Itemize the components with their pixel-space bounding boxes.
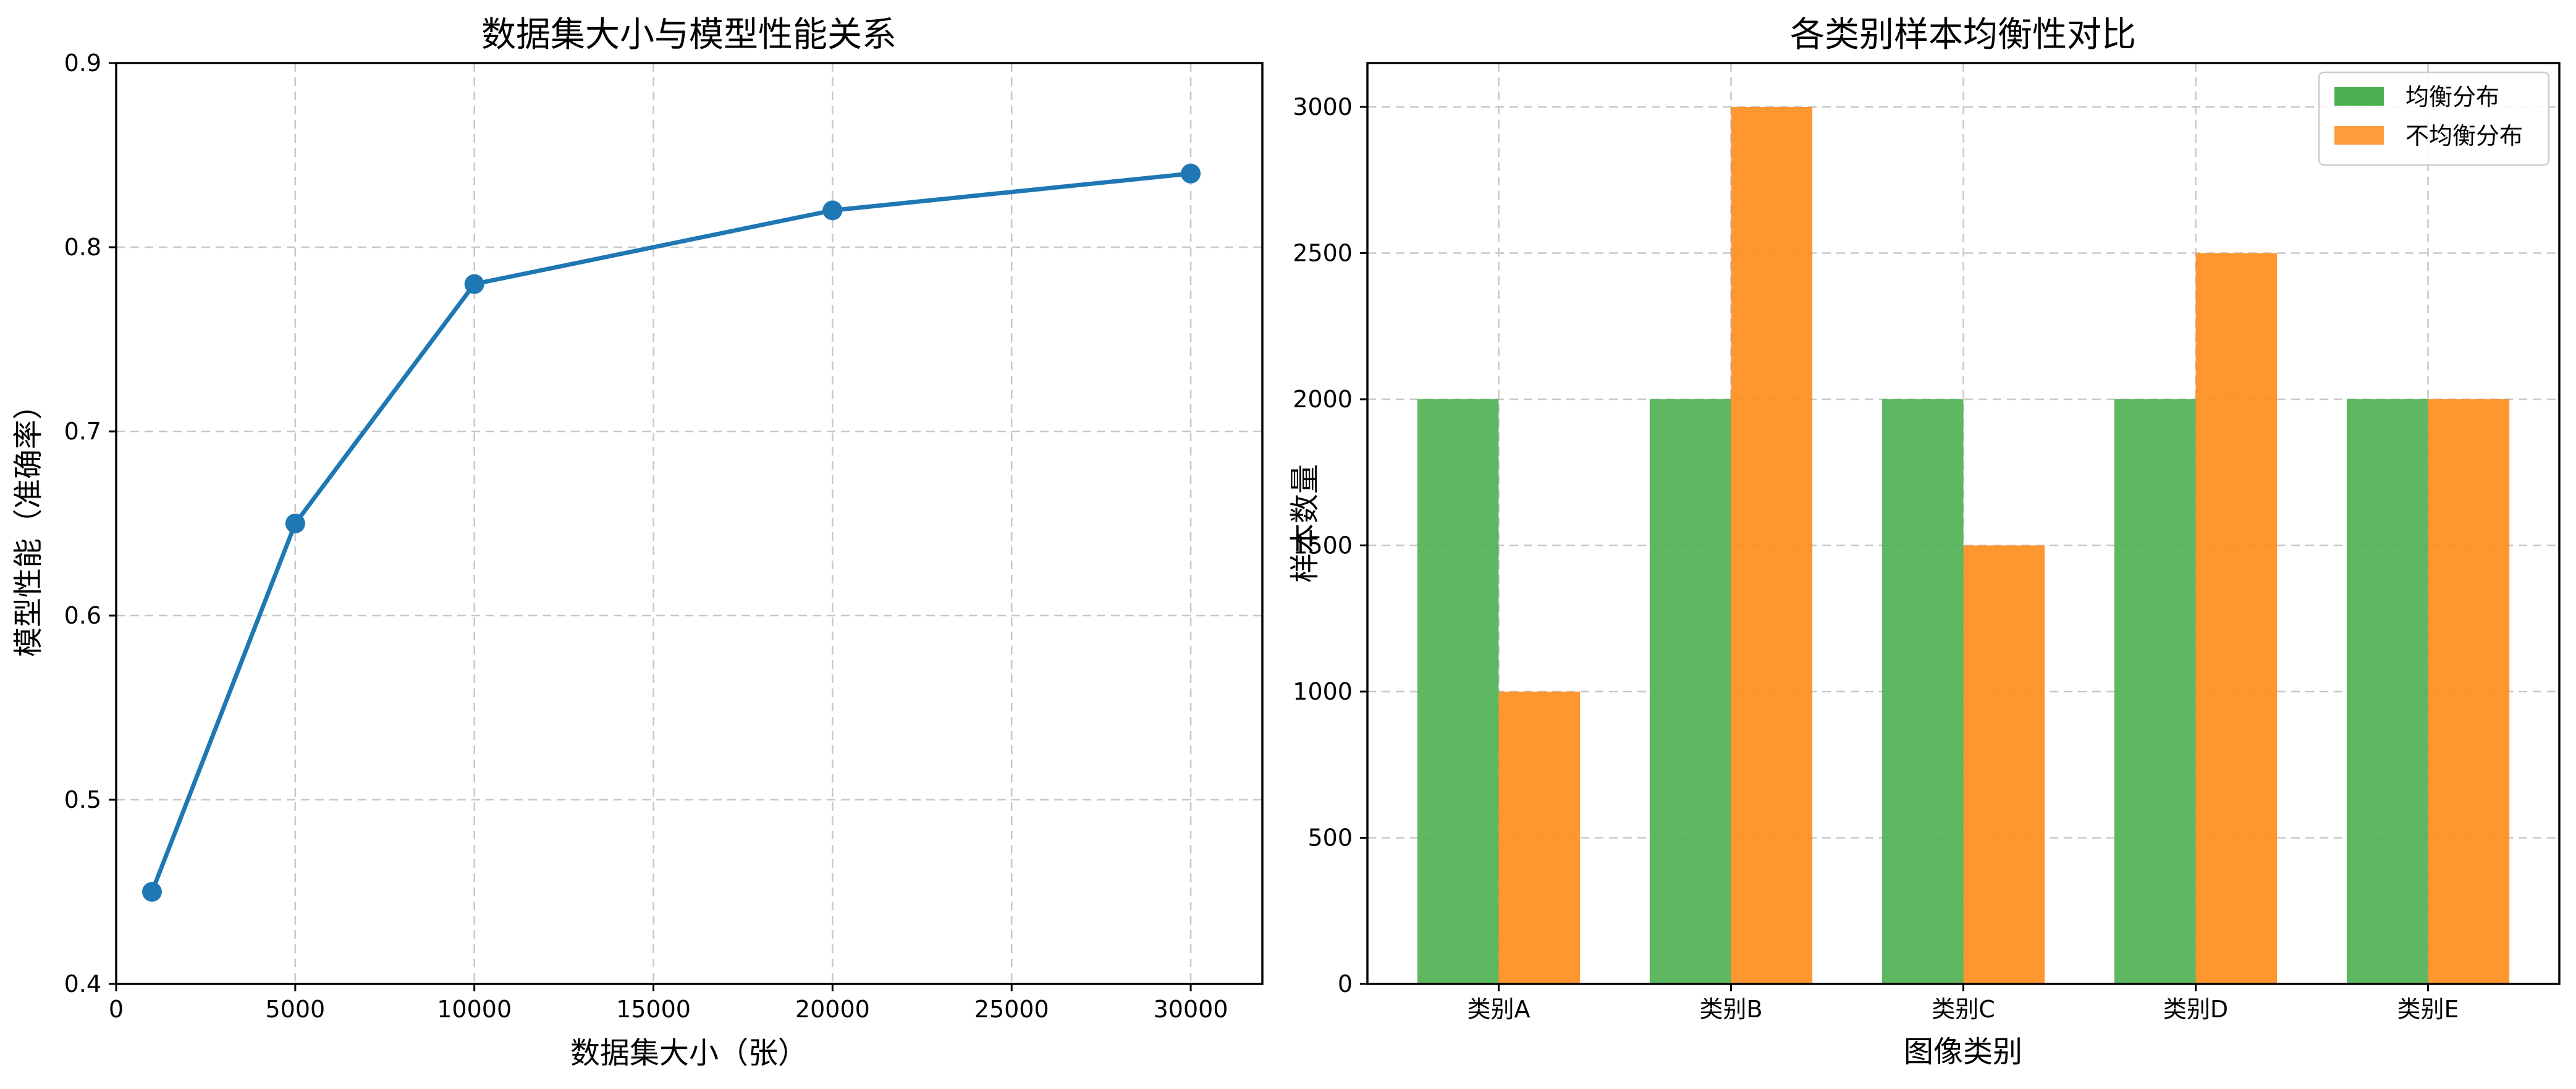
bars (1417, 106, 2510, 984)
y-tick-label: 0.7 (64, 418, 101, 445)
plot-frame (1366, 62, 2561, 985)
y-tick-label: 2000 (1293, 386, 1353, 413)
y-tick-label: 0.6 (64, 602, 101, 629)
y-tick-label: 1500 (1293, 532, 1353, 559)
y-tick-label: 3000 (1293, 93, 1353, 121)
legend-label-imbalanced: 不均衡分布 (2405, 122, 2523, 150)
bar-balanced (1649, 399, 1731, 984)
y-tick-label: 1000 (1293, 678, 1353, 705)
plot-frame (115, 62, 1264, 985)
y-tick-label: 0.8 (64, 234, 101, 261)
x-axis-label: 数据集大小（张） (570, 1036, 808, 1070)
bar-imbalanced (1963, 545, 2045, 984)
axis-ticks: 0 500 1000 1500 2000 2500 3000 类别A 类别B 类别C 类别D 类别E (1293, 93, 2459, 1023)
x-tick-label: 类别A (1467, 996, 1530, 1023)
bar-balanced (1417, 399, 1499, 984)
data-point (464, 274, 484, 294)
y-axis-label: 样本数量 (1288, 464, 1322, 583)
line-chart: 0 5000 10000 15000 20000 25000 30000 0.4 0.5 0.6 0… (11, 15, 1264, 1070)
bar-imbalanced (1731, 106, 1813, 984)
y-tick-label: 0.9 (64, 49, 101, 77)
axis-ticks: 0 5000 10000 15000 20000 25000 30000 0.4 0.5 0.6 0… (64, 49, 1228, 1023)
series (141, 163, 1201, 902)
x-tick-label: 30000 (1154, 996, 1228, 1023)
data-point (822, 200, 843, 221)
chart-title: 各类别样本均衡性对比 (1790, 15, 2136, 55)
bar-imbalanced (2428, 399, 2510, 984)
x-tick-label: 类别D (2163, 996, 2228, 1023)
x-tick-label: 类别E (2397, 996, 2459, 1023)
legend: 均衡分布 不均衡分布 (2318, 71, 2550, 166)
y-tick-label: 0.4 (64, 970, 101, 998)
data-point (285, 514, 305, 533)
x-tick-label: 5000 (265, 996, 325, 1023)
x-tick-label: 0 (109, 996, 124, 1023)
bar-balanced (2114, 399, 2196, 984)
y-tick-label: 0 (1338, 970, 1353, 998)
y-tick-label: 0.5 (64, 786, 101, 813)
x-tick-label: 类别C (1932, 996, 1995, 1023)
legend-swatch-imbalanced (2334, 126, 2384, 145)
chart-title: 数据集大小与模型性能关系 (481, 15, 897, 55)
x-tick-label: 25000 (974, 996, 1049, 1023)
y-axis-label: 模型性能（准确率） (11, 390, 46, 657)
bar-imbalanced (1498, 691, 1581, 984)
data-point (1181, 163, 1201, 184)
bar-balanced (2346, 399, 2428, 984)
data-point (141, 882, 162, 902)
x-tick-label: 15000 (616, 996, 691, 1023)
bar-balanced (1881, 399, 1964, 984)
y-tick-label: 2500 (1293, 239, 1353, 266)
series-line (150, 171, 1191, 893)
legend-label-balanced: 均衡分布 (2405, 83, 2499, 111)
x-tick-label: 20000 (795, 996, 870, 1023)
x-axis-label: 图像类别 (1904, 1035, 2022, 1069)
x-tick-label: 10000 (437, 996, 512, 1023)
y-tick-label: 500 (1307, 824, 1353, 851)
legend-swatch-balanced (2334, 87, 2384, 106)
x-tick-label: 类别B (1699, 996, 1762, 1023)
bar-imbalanced (2195, 253, 2278, 984)
